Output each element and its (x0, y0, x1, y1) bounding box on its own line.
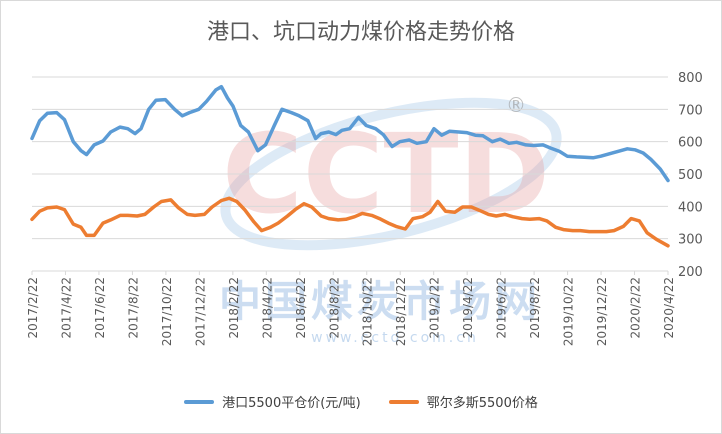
x-tick-label: 2018/2/22 (227, 277, 241, 339)
legend-item-port: 港口5500平仓价(元/吨) (184, 392, 361, 411)
x-tick-label: 2019/10/22 (562, 277, 576, 346)
y-tick-label: 700 (678, 103, 703, 118)
x-tick-label: 2018/8/22 (327, 277, 341, 339)
x-tick-label: 2020/4/22 (662, 277, 676, 339)
x-tick-label: 2017/4/22 (59, 277, 73, 339)
watermark-site-name: 中国煤炭市场网 (218, 277, 541, 326)
y-tick-label: 800 (678, 71, 703, 86)
registered-mark: ® (506, 93, 526, 117)
legend-label-port: 港口5500平仓价(元/吨) (222, 396, 361, 411)
y-tick-label: 200 (678, 265, 703, 280)
x-tick-label: 2019/4/22 (461, 277, 475, 339)
x-tick-label: 2020/2/22 (629, 277, 643, 339)
x-tick-label: 2019/6/22 (495, 277, 509, 339)
legend-label-pit: 鄂尔多斯5500价格 (426, 396, 538, 411)
x-tick-label: 2018/10/22 (361, 277, 375, 346)
x-tick-label: 2017/8/22 (126, 277, 140, 339)
series-line-pit (30, 196, 670, 248)
x-tick-label: 2019/2/22 (428, 277, 442, 339)
x-tick-label: 2017/6/22 (93, 277, 107, 339)
y-tick-label: 300 (678, 233, 703, 248)
y-tick-label: 600 (678, 136, 703, 151)
x-tick-label: 2018/4/22 (260, 277, 274, 339)
series-line-port (30, 84, 670, 183)
legend-item-pit: 鄂尔多斯5500价格 (388, 392, 538, 411)
x-tick-label: 2019/12/22 (595, 277, 609, 346)
legend-swatch-pit (388, 399, 419, 404)
x-tick-label: 2018/6/22 (294, 277, 308, 339)
x-tick-label: 2019/8/22 (528, 277, 542, 339)
watermark-url: www.cctd.com.cn (311, 330, 479, 346)
y-tick-label: 500 (678, 168, 703, 183)
x-tick-label: 2017/10/22 (160, 277, 174, 346)
legend: 港口5500平仓价(元/吨) 鄂尔多斯5500价格 (0, 392, 722, 411)
x-tick-label: 2017/12/22 (193, 277, 207, 346)
x-tick-label: 2018/12/22 (394, 277, 408, 346)
y-tick-label: 400 (678, 200, 703, 215)
chart-title: 港口、坑口动力煤价格走势价格 (206, 20, 515, 45)
x-tick-label: 2017/2/22 (26, 277, 40, 339)
legend-swatch-port (184, 399, 215, 404)
